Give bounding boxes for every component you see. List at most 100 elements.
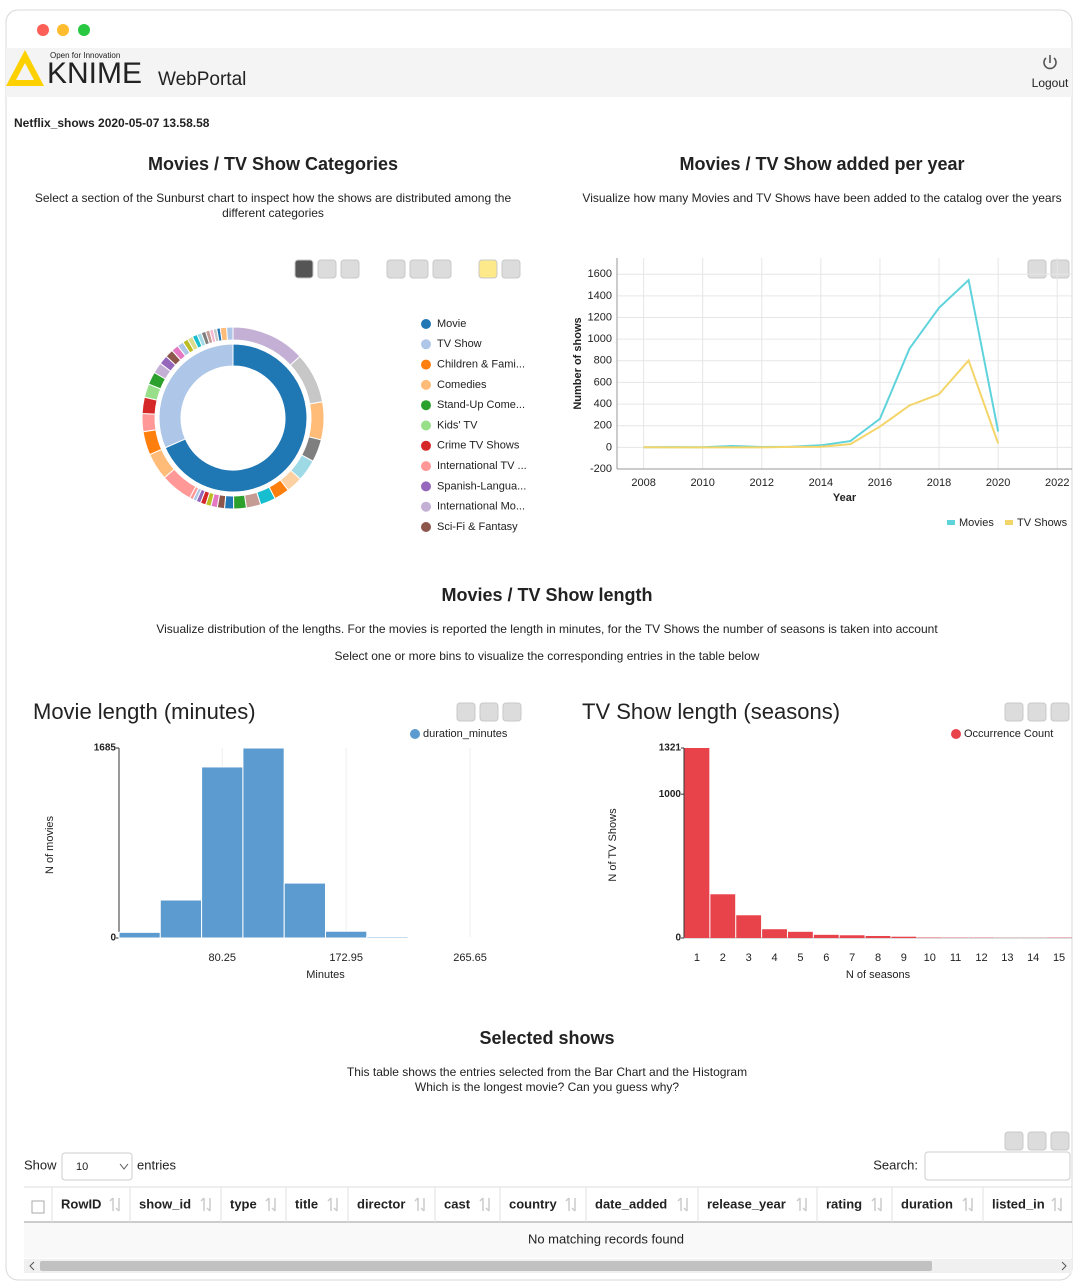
toolbar-button[interactable] xyxy=(294,259,314,279)
legend-label: Stand-Up Come... xyxy=(437,399,525,411)
toolbar-button[interactable] xyxy=(478,259,498,279)
toolbar-button[interactable] xyxy=(340,259,360,279)
bar[interactable] xyxy=(839,935,865,938)
column-header[interactable]: title xyxy=(295,1196,318,1211)
select-all-checkbox[interactable] xyxy=(31,1200,45,1214)
column-header[interactable]: rating xyxy=(826,1196,862,1211)
histogram-bar[interactable] xyxy=(201,766,244,939)
sort-icon xyxy=(414,1197,425,1212)
toolbar-button[interactable] xyxy=(386,259,406,279)
sunburst-segment[interactable] xyxy=(226,326,234,341)
legend-swatch xyxy=(421,440,431,451)
y-tick-label: 200 xyxy=(594,420,612,432)
toolbar-button[interactable] xyxy=(501,259,521,279)
toolbar-button[interactable] xyxy=(1004,702,1024,722)
column-header[interactable]: director xyxy=(357,1196,405,1211)
toolbar-button[interactable] xyxy=(456,702,476,722)
toolbar-button[interactable] xyxy=(479,702,499,722)
y-axis-label: N of TV Shows xyxy=(607,808,619,882)
window xyxy=(5,9,1073,1281)
column-header[interactable]: show_id xyxy=(139,1196,191,1211)
entries-label: entries xyxy=(137,1157,177,1172)
column-header[interactable]: listed_in xyxy=(992,1196,1045,1211)
x-tick-label: 5 xyxy=(797,952,803,964)
x-tick-label: 9 xyxy=(901,952,907,964)
sunburst-segment[interactable] xyxy=(164,343,308,493)
search-input[interactable] xyxy=(924,1151,1071,1181)
toolbar-button[interactable] xyxy=(1027,259,1047,279)
y-tick-label: 800 xyxy=(594,355,612,367)
logo-mark-inner xyxy=(16,63,34,80)
section-description: Visualize how many Movies and TV Shows h… xyxy=(582,191,1061,205)
column-header[interactable]: release_year xyxy=(707,1196,786,1211)
legend-label: Kids' TV xyxy=(437,419,478,431)
sort-icon xyxy=(479,1197,490,1212)
toolbar-button[interactable] xyxy=(1050,1131,1070,1151)
toolbar-button[interactable] xyxy=(409,259,429,279)
x-tick-label: 13 xyxy=(1001,952,1013,964)
sunburst-segment[interactable] xyxy=(233,494,248,510)
toolbar-button[interactable] xyxy=(1050,702,1070,722)
sort-icon xyxy=(565,1197,576,1212)
histogram-bar[interactable] xyxy=(283,882,327,939)
bar[interactable] xyxy=(891,936,917,938)
x-tick-label: 3 xyxy=(746,952,752,964)
bar[interactable] xyxy=(710,894,736,938)
bar[interactable] xyxy=(787,931,813,938)
zoom-button[interactable] xyxy=(78,24,90,36)
chart-title: TV Show length (seasons) xyxy=(582,699,840,724)
scroll-right[interactable] xyxy=(1061,1261,1067,1271)
legend-swatch xyxy=(421,461,431,472)
legend-label: TV Shows xyxy=(1017,517,1068,529)
toolbar-button[interactable] xyxy=(1004,1131,1024,1151)
histogram-bar[interactable] xyxy=(118,931,161,939)
histogram-bar[interactable] xyxy=(366,936,409,939)
search-label: Search: xyxy=(873,1157,918,1172)
x-axis-label: Minutes xyxy=(306,969,345,981)
column-header[interactable]: country xyxy=(509,1196,557,1211)
toolbar-button[interactable] xyxy=(1050,259,1070,279)
bar[interactable] xyxy=(813,934,839,938)
sunburst-segment[interactable] xyxy=(308,401,325,441)
close-button[interactable] xyxy=(37,24,49,36)
histogram-bar[interactable] xyxy=(159,899,203,939)
toolbar-button[interactable] xyxy=(317,259,337,279)
legend-label: Children & Fami... xyxy=(437,359,525,371)
bar[interactable] xyxy=(865,935,891,938)
histogram-bar[interactable] xyxy=(325,930,368,939)
x-tick-label: 7 xyxy=(849,952,855,964)
toolbar-button[interactable] xyxy=(1027,702,1047,722)
sunburst-segment[interactable] xyxy=(158,343,234,449)
logout-button[interactable]: Logout xyxy=(1032,55,1069,90)
legend-label: TV Show xyxy=(437,338,482,350)
histogram-bar[interactable] xyxy=(407,936,450,939)
column-header[interactable]: RowID xyxy=(61,1196,101,1211)
bar[interactable] xyxy=(762,929,787,938)
bar[interactable] xyxy=(736,915,762,938)
legend-label: International TV ... xyxy=(437,460,527,472)
y-tick-label: 0 xyxy=(110,933,116,944)
toolbar-button[interactable] xyxy=(432,259,452,279)
section-title: Movies / TV Show added per year xyxy=(679,154,964,174)
section-description: different categories xyxy=(222,206,324,220)
column-header[interactable]: duration xyxy=(901,1196,953,1211)
scrollbar-thumb[interactable] xyxy=(40,1261,932,1271)
column-header[interactable]: date_added xyxy=(595,1196,667,1211)
toolbar-button[interactable] xyxy=(502,702,522,722)
toolbar-button[interactable] xyxy=(1027,1131,1047,1151)
y-tick-label: 1321 xyxy=(659,743,682,754)
logout-label[interactable]: Logout xyxy=(1032,76,1069,90)
bar[interactable] xyxy=(684,748,710,938)
minimize-button[interactable] xyxy=(57,24,69,36)
legend-swatch xyxy=(421,319,431,329)
histogram-bar[interactable] xyxy=(242,747,285,939)
x-tick-label: 2012 xyxy=(750,477,774,489)
column-header[interactable]: cast xyxy=(444,1196,471,1211)
sunburst-segment[interactable] xyxy=(141,412,157,433)
scroll-left[interactable] xyxy=(29,1261,35,1271)
page-length-select[interactable] xyxy=(61,1152,133,1181)
column-header[interactable]: type xyxy=(230,1196,257,1211)
legend-label: duration_minutes xyxy=(423,728,508,740)
section-title: Movies / TV Show length xyxy=(441,585,652,605)
